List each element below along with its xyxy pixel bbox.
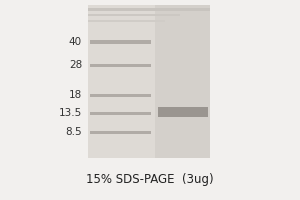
- Bar: [90, 40, 151, 44]
- Bar: [88, 20, 165, 22]
- Text: 40: 40: [69, 37, 82, 47]
- Text: 8.5: 8.5: [65, 127, 82, 137]
- Text: 15% SDS-PAGE  (3ug): 15% SDS-PAGE (3ug): [86, 173, 214, 186]
- Bar: [88, 5, 155, 158]
- Text: 13.5: 13.5: [59, 108, 82, 118]
- Bar: [90, 94, 151, 97]
- Bar: [88, 14, 180, 16]
- Text: 18: 18: [69, 90, 82, 100]
- Bar: [90, 112, 151, 115]
- Bar: [90, 131, 151, 134]
- Bar: [88, 8, 210, 11]
- Text: 28: 28: [69, 60, 82, 70]
- Bar: [88, 5, 210, 158]
- Bar: [90, 64, 151, 67]
- Bar: [155, 5, 210, 158]
- Bar: [158, 107, 208, 117]
